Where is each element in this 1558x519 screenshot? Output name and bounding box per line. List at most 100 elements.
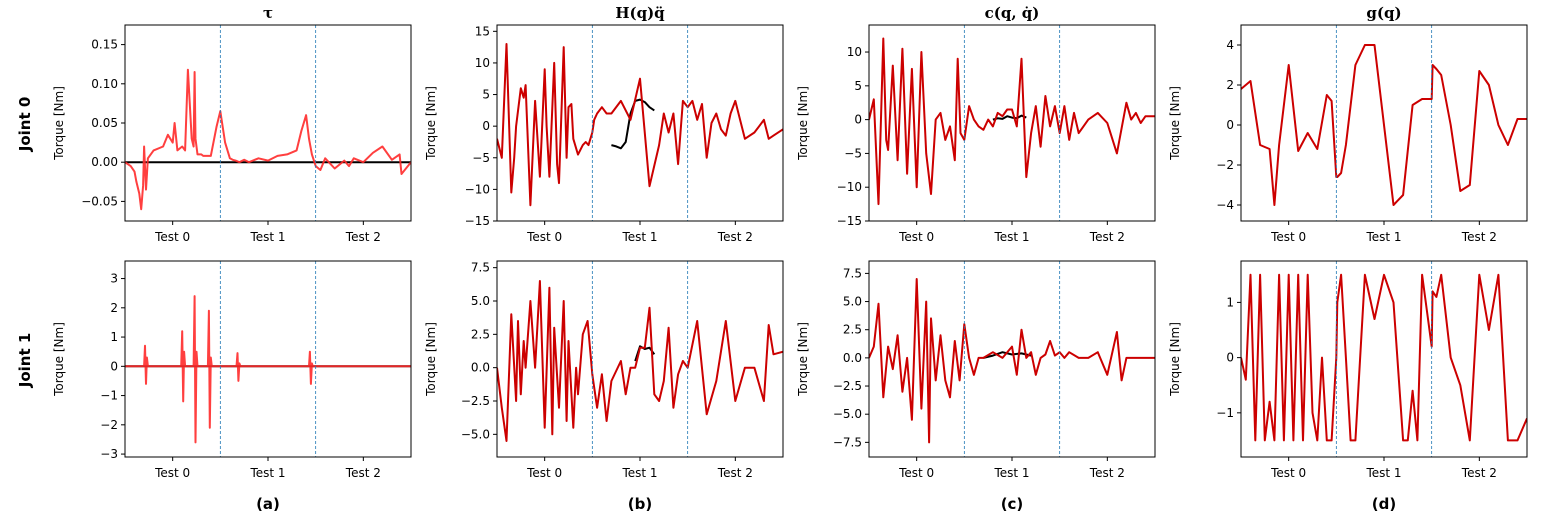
y-tick-label: 5.0	[843, 295, 862, 309]
y-tick-label: −2	[100, 418, 118, 432]
x-tick-label: Test 0	[898, 466, 934, 480]
y-tick-label: 5.0	[471, 294, 490, 308]
x-tick-label: Test 2	[1461, 466, 1497, 480]
y-tick-label: 2	[1226, 78, 1234, 92]
plot-area	[1241, 44, 1527, 206]
series-line-1	[869, 278, 1155, 444]
y-tick-label: 0.0	[471, 361, 490, 375]
y-tick-label: 0.00	[91, 155, 118, 169]
x-tick-label: Test 2	[717, 466, 753, 480]
y-tick-label: −1	[1216, 406, 1234, 420]
x-tick-label: Test 0	[154, 230, 190, 244]
x-tick-label: Test 0	[526, 230, 562, 244]
y-tick-label: −2.5	[833, 379, 862, 393]
y-axis-label: Torque [Nm]	[52, 322, 66, 397]
y-tick-label: 7.5	[471, 261, 490, 275]
y-tick-label: 10	[847, 45, 862, 59]
panel-title: g(q)	[1366, 4, 1401, 22]
x-tick-label: Test 2	[1089, 466, 1125, 480]
y-tick-label: −4	[1216, 198, 1234, 212]
col-label-c: (c)	[1001, 495, 1024, 513]
x-tick-label: Test 0	[1270, 466, 1306, 480]
panel-title: τ	[263, 4, 273, 22]
x-tick-label: Test 1	[621, 230, 657, 244]
y-tick-label: −5.0	[461, 427, 490, 441]
y-axis-label: Torque [Nm]	[424, 322, 438, 397]
x-tick-label: Test 1	[993, 230, 1029, 244]
y-axis-label: Torque [Nm]	[1168, 322, 1182, 397]
y-tick-label: 0	[854, 113, 862, 127]
x-tick-label: Test 0	[1270, 230, 1306, 244]
y-tick-label: 1	[110, 330, 118, 344]
y-tick-label: 3	[110, 272, 118, 286]
panel-title: c(q, q̇)	[985, 4, 1040, 22]
y-tick-label: −15	[465, 214, 490, 228]
series-line-1	[125, 68, 411, 211]
y-tick-label: −5.0	[833, 407, 862, 421]
x-tick-label: Test 1	[249, 466, 285, 480]
col-label-d: (d)	[1372, 495, 1396, 513]
y-tick-label: −5	[844, 146, 862, 160]
y-tick-label: −1	[100, 389, 118, 403]
y-tick-label: 2	[110, 301, 118, 315]
y-tick-label: −7.5	[833, 435, 862, 449]
plot-area	[497, 280, 783, 442]
y-tick-label: 0	[1226, 351, 1234, 365]
x-tick-label: Test 1	[249, 230, 285, 244]
panel-2: −15 −10 −5 0 5 10 Test 0 Test 1 Test 2 Torque [Nm…	[796, 4, 1156, 244]
series-line-1	[497, 43, 783, 207]
row-label-joint-0: Joint 0	[16, 97, 34, 153]
x-tick-label: Test 2	[1461, 230, 1497, 244]
axes-frame	[868, 24, 1156, 222]
y-tick-label: 0.05	[91, 116, 118, 130]
y-axis-label: Torque [Nm]	[1168, 86, 1182, 161]
y-axis-label: Torque [Nm]	[52, 86, 66, 161]
y-tick-label: −2	[1216, 158, 1234, 172]
x-tick-label: Test 0	[898, 230, 934, 244]
col-label-a: (a)	[256, 495, 280, 513]
panel-7: −1 0 1 Test 0 Test 1 Test 2 Torque [Nm]	[1168, 260, 1528, 480]
x-tick-label: Test 0	[526, 466, 562, 480]
plot-area	[1241, 273, 1527, 442]
axes-frame	[124, 260, 412, 458]
panel-5: −5.0 −2.5 0.0 2.5 5.0 7.5 Test 0 Test 1 Test 2 To…	[424, 260, 784, 480]
x-tick-label: Test 2	[1089, 230, 1125, 244]
x-tick-label: Test 1	[993, 466, 1029, 480]
y-tick-label: −10	[465, 182, 490, 196]
x-tick-label: Test 2	[717, 230, 753, 244]
series-line-1	[497, 280, 783, 442]
y-tick-label: −15	[837, 214, 862, 228]
y-tick-label: 0	[1226, 118, 1234, 132]
series-line-0	[1241, 273, 1527, 442]
panel-4: −3 −2 −1 0 1 2 3 Test 0 Test 1 Test 2 Torque [Nm]	[52, 260, 412, 480]
x-tick-label: Test 1	[621, 466, 657, 480]
col-label-b: (b)	[628, 495, 652, 513]
y-tick-label: 0.10	[91, 77, 118, 91]
x-tick-label: Test 0	[154, 466, 190, 480]
plot-area	[869, 37, 1155, 206]
axes-frame	[124, 24, 412, 222]
y-axis-label: Torque [Nm]	[424, 86, 438, 161]
y-tick-label: 5	[482, 88, 490, 102]
x-tick-label: Test 2	[345, 466, 381, 480]
y-tick-label: 0.0	[843, 351, 862, 365]
y-axis-label: Torque [Nm]	[796, 322, 810, 397]
plot-area	[869, 278, 1155, 444]
y-tick-label: −5	[472, 151, 490, 165]
y-tick-label: 15	[475, 24, 490, 38]
plot-area	[125, 68, 411, 211]
y-tick-label: −0.05	[81, 194, 118, 208]
y-tick-label: 10	[475, 56, 490, 70]
panel-1: −15 −10 −5 0 5 10 15 Test 0 Test 1 Test 2 Torque […	[424, 4, 784, 244]
x-tick-label: Test 1	[1365, 230, 1401, 244]
y-tick-label: 0	[482, 119, 490, 133]
y-tick-label: 5	[854, 79, 862, 93]
y-tick-label: 7.5	[843, 266, 862, 280]
axes-frame	[868, 260, 1156, 458]
row-label-joint-1: Joint 1	[16, 333, 34, 389]
y-axis-label: Torque [Nm]	[796, 86, 810, 161]
x-tick-label: Test 1	[1365, 466, 1401, 480]
y-tick-label: 1	[1226, 295, 1234, 309]
y-tick-label: −2.5	[461, 394, 490, 408]
series-line-1	[125, 295, 411, 444]
